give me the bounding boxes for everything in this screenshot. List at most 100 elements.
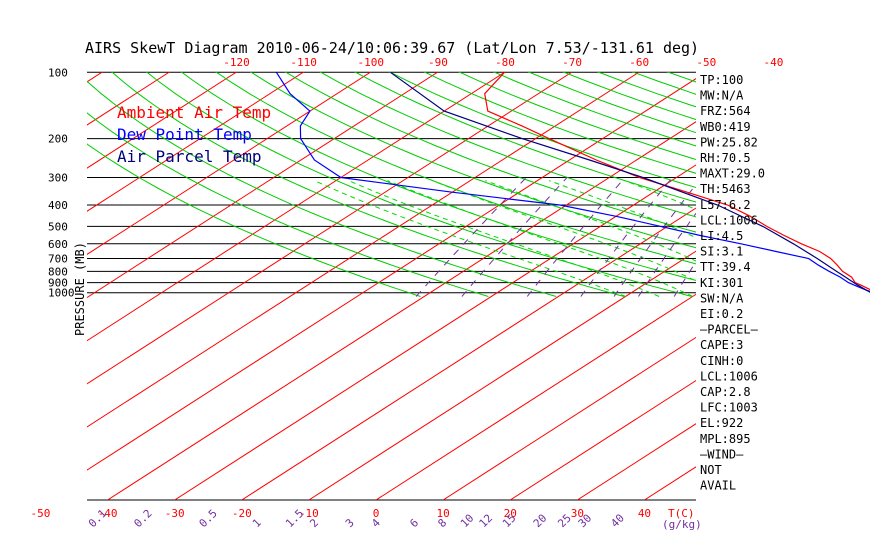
index-entry: EL:922 bbox=[700, 416, 743, 430]
index-entry: MW:N/A bbox=[700, 89, 744, 103]
dry-adiabat bbox=[215, 72, 696, 265]
moist-adiabat-lines bbox=[314, 180, 870, 297]
top-temp-tick: -70 bbox=[562, 56, 582, 69]
moist-adiabat bbox=[432, 180, 696, 282]
bottom-temp-tick: 20 bbox=[504, 507, 517, 520]
dry-adiabat bbox=[145, 72, 693, 297]
top-temp-tick: -100 bbox=[358, 56, 385, 69]
series-line bbox=[275, 71, 870, 293]
dry-adiabat bbox=[87, 143, 421, 297]
mixing-ratio-line bbox=[613, 183, 696, 297]
index-entry: —PARCEL— bbox=[700, 323, 759, 337]
isotherm-line bbox=[87, 78, 696, 471]
mixing-ratio-line bbox=[580, 177, 673, 297]
isotherm-line bbox=[87, 72, 506, 342]
pressure-tick-label: 600 bbox=[48, 238, 68, 251]
bottom-temp-tick: -30 bbox=[165, 507, 185, 520]
index-entry: TT:39.4 bbox=[700, 260, 751, 274]
bottom-temp-tick: -40 bbox=[98, 507, 118, 520]
bottom-temp-tick: -20 bbox=[232, 507, 252, 520]
dry-adiabat bbox=[87, 112, 489, 297]
dry-adiabat bbox=[111, 72, 625, 297]
temp-unit-label: T(C) bbox=[668, 507, 695, 520]
top-temp-tick: -80 bbox=[495, 56, 515, 69]
pressure-tick-label: 900 bbox=[48, 277, 68, 290]
mixing-ratio-label: 6 bbox=[407, 516, 421, 530]
index-entry: SI:3.1 bbox=[700, 245, 743, 259]
mixing-ratio-label: 40 bbox=[608, 512, 627, 531]
index-entry: KI:301 bbox=[700, 276, 743, 290]
top-temp-tick: -120 bbox=[223, 56, 250, 69]
mixing-ratio-line bbox=[461, 177, 568, 297]
legend-entry: Dew Point Temp bbox=[117, 125, 252, 144]
index-entry: L57:6.2 bbox=[700, 198, 751, 212]
isotherm-line bbox=[87, 72, 573, 385]
isotherm-line bbox=[442, 336, 696, 500]
index-entry: EI:0.2 bbox=[700, 307, 743, 321]
mixing-ratio-line bbox=[863, 178, 870, 297]
dry-adiabat bbox=[860, 67, 870, 296]
pressure-tick-label: 300 bbox=[48, 171, 68, 184]
mixing-ratio-line bbox=[673, 260, 696, 297]
mixing-ratio-unit: (g/kg) bbox=[662, 518, 702, 531]
dry-adiabat bbox=[180, 72, 696, 281]
dry-adiabat bbox=[792, 67, 870, 296]
index-entry: MAXT:29.0 bbox=[700, 167, 765, 181]
index-entry: CAP:2.8 bbox=[700, 385, 751, 399]
mixing-ratio-line bbox=[832, 178, 870, 297]
legend: Ambient Air Temp Dew Point Temp Air Parcel… bbox=[117, 103, 271, 166]
isotherm-line bbox=[87, 72, 237, 169]
moist-adiabat bbox=[387, 180, 693, 297]
top-temp-tick: -90 bbox=[428, 56, 448, 69]
isotherm-line bbox=[87, 72, 640, 428]
legend-entry: Ambient Air Temp bbox=[117, 103, 271, 122]
index-entry: SW:N/A bbox=[700, 291, 744, 305]
pressure-tick-label: 200 bbox=[48, 133, 68, 146]
index-entry: AVAIL bbox=[700, 479, 736, 493]
moist-adiabat bbox=[548, 180, 696, 239]
isotherm-line bbox=[577, 423, 696, 500]
index-entry: LFC:1003 bbox=[700, 401, 758, 415]
index-entry: RH:70.5 bbox=[700, 151, 751, 165]
bottom-temp-tick: 40 bbox=[638, 507, 651, 520]
pressure-tick-label: 400 bbox=[48, 199, 68, 212]
mixing-ratio-line bbox=[415, 177, 527, 297]
isotherm-line bbox=[87, 72, 372, 255]
dry-adiabat bbox=[284, 72, 696, 233]
index-entry: TH:5463 bbox=[700, 182, 751, 196]
series-line bbox=[484, 71, 870, 291]
isotherm-line bbox=[107, 121, 696, 500]
dry-adiabat bbox=[527, 72, 696, 134]
mixing-ratio-lines bbox=[415, 177, 870, 297]
bottom-temp-tick: 0 bbox=[373, 507, 380, 520]
series-line bbox=[390, 71, 870, 293]
dry-adiabat bbox=[826, 67, 870, 296]
top-temp-tick: -50 bbox=[696, 56, 716, 69]
isotherm-line bbox=[308, 250, 696, 500]
pressure-tick-label: 700 bbox=[48, 253, 68, 266]
isotherm-line bbox=[375, 293, 696, 500]
moist-adiabat bbox=[790, 181, 870, 297]
dry-adiabat-lines bbox=[87, 67, 870, 297]
mixing-ratio-label: 12 bbox=[477, 512, 496, 531]
mixing-ratio-line bbox=[790, 178, 855, 297]
bottom-temp-tick: -50 bbox=[31, 507, 51, 520]
top-temp-tick: -40 bbox=[764, 56, 784, 69]
dry-adiabat bbox=[354, 72, 696, 203]
index-entry: TP:100 bbox=[700, 73, 743, 87]
moist-adiabat bbox=[348, 180, 660, 297]
index-entry: LCL:1006 bbox=[700, 213, 758, 227]
isotherm-lines bbox=[0, 72, 696, 500]
mixing-ratio-label: 1 bbox=[250, 516, 264, 530]
isotherm-line bbox=[0, 72, 35, 500]
index-entry: WB0:419 bbox=[700, 120, 751, 134]
mixing-ratio-line bbox=[767, 178, 835, 297]
mixing-ratio-line bbox=[526, 177, 626, 297]
index-entry: CINH:0 bbox=[700, 354, 743, 368]
bottom-temp-tick: 10 bbox=[436, 507, 449, 520]
isotherm-line bbox=[87, 72, 304, 212]
mixing-ratio-line bbox=[638, 212, 696, 297]
